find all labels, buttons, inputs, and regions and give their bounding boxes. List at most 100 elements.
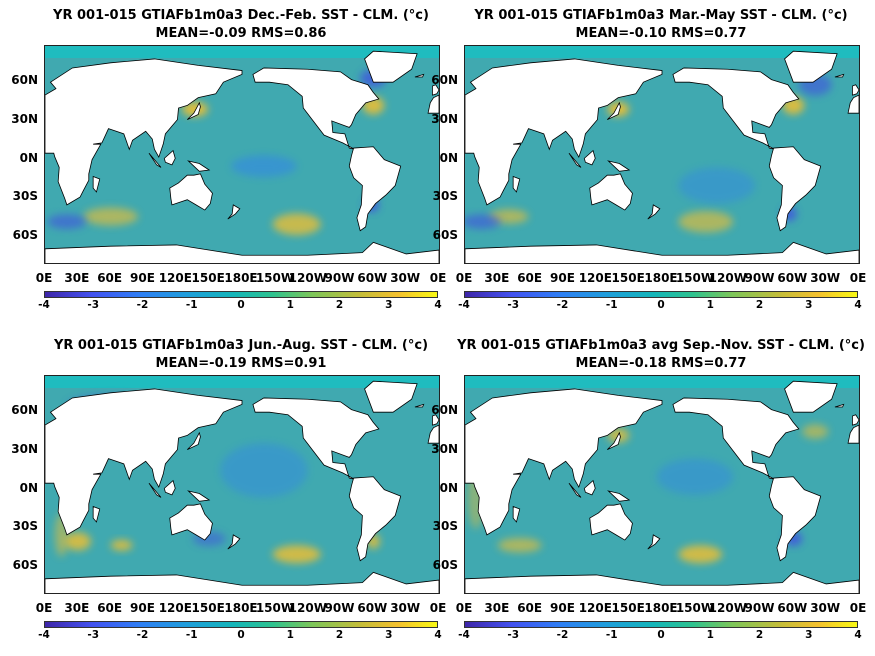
anomaly-blob <box>47 214 87 229</box>
land-mass <box>465 241 859 263</box>
x-tick-label: 90W <box>744 271 775 285</box>
x-tick-label: 150E <box>191 271 225 285</box>
anomaly-blob <box>272 213 321 236</box>
land-mass <box>427 424 439 444</box>
land-mass <box>583 149 596 166</box>
arctic-band <box>465 376 859 388</box>
x-tick-label: 120E <box>578 271 612 285</box>
colorbar-tick-label: -2 <box>556 299 569 311</box>
map-canvas <box>465 46 859 263</box>
x-tick-label: 120E <box>158 271 192 285</box>
land-mass <box>568 152 582 168</box>
land-mass <box>348 476 402 562</box>
colorbar-tick-label: 2 <box>335 629 344 641</box>
land-mass <box>163 149 176 166</box>
x-tick-label: 60E <box>97 271 123 285</box>
colorbar-tick-label: -1 <box>185 299 198 311</box>
x-tick-label: 60W <box>357 271 388 285</box>
chart-subtitle: MEAN=-0.18 RMS=0.77 <box>575 356 747 371</box>
x-tick-label: 90W <box>324 271 355 285</box>
colorbar-tick-label: -4 <box>38 299 50 311</box>
x-tick-label: 30W <box>810 601 841 615</box>
land-mass <box>364 50 418 83</box>
land-mass <box>414 403 425 408</box>
x-tick-label: 60W <box>777 601 808 615</box>
map-canvas <box>45 46 439 263</box>
land-mass <box>607 160 631 172</box>
land-mass <box>589 503 633 541</box>
colorbar-tick-label: 1 <box>706 299 714 311</box>
chart-subtitle: MEAN=-0.10 RMS=0.77 <box>575 26 747 41</box>
y-tick-label: 0N <box>439 480 458 495</box>
land-mass <box>465 58 663 206</box>
land-mass <box>148 482 162 498</box>
x-tick-label: 150W <box>255 271 295 285</box>
colorbar <box>464 621 858 628</box>
anomaly-blob <box>678 545 723 564</box>
map-canvas <box>465 376 859 593</box>
land-mass <box>45 388 243 536</box>
land-mass <box>148 152 162 168</box>
x-tick-label: 90E <box>130 601 155 615</box>
x-tick-label: 0E <box>455 601 473 615</box>
x-tick-label: 30W <box>390 271 421 285</box>
land-mass <box>163 479 176 496</box>
x-tick-label: 120W <box>708 271 747 285</box>
x-tick-label: 180E <box>644 601 678 615</box>
y-tick-label: 30N <box>431 441 458 456</box>
y-tick-label: 60N <box>431 73 458 88</box>
colorbar-tick-label: 1 <box>286 299 294 311</box>
colorbar-tick-label: -4 <box>38 629 50 641</box>
x-tick-label: 120W <box>288 601 327 615</box>
x-tick-label: 30W <box>390 601 421 615</box>
chart-title: YR 001-015 GTIAFb1m0a3 Jun.-Aug. SST - C… <box>53 338 429 353</box>
land-mass <box>589 173 633 211</box>
x-tick-label: 90E <box>550 601 575 615</box>
x-tick-label: 150W <box>675 601 715 615</box>
colorbar-tick-label: -3 <box>87 629 100 641</box>
x-tick-label: 180E <box>644 271 678 285</box>
land-mass <box>672 397 800 480</box>
x-tick-label: 150E <box>191 601 225 615</box>
sst-anomaly-map <box>464 45 860 264</box>
colorbar <box>44 291 438 298</box>
x-tick-label: 0E <box>35 601 53 615</box>
colorbar-tick-label: 2 <box>755 629 764 641</box>
land-mass <box>834 403 845 408</box>
land-mass <box>768 146 822 232</box>
x-tick-label: 30E <box>64 271 90 285</box>
land-mass <box>186 101 201 120</box>
colorbar-tick-label: 1 <box>286 629 294 641</box>
sst-anomaly-map <box>44 375 440 594</box>
colorbar-tick-label: -1 <box>605 299 618 311</box>
y-tick-label: 60S <box>12 558 38 573</box>
colorbar-tick-label: 0 <box>657 629 665 641</box>
x-tick-label: 150W <box>675 271 715 285</box>
colorbar-tick-label: 3 <box>805 299 813 311</box>
colorbar <box>464 291 858 298</box>
land-mass <box>465 571 859 593</box>
land-mass <box>672 67 800 150</box>
land-mass <box>647 204 661 220</box>
land-mass <box>364 380 418 413</box>
colorbar-tick-label: 3 <box>385 299 393 311</box>
x-tick-label: 0E <box>849 601 867 615</box>
anomaly-blob <box>181 102 209 117</box>
land-mass <box>348 146 402 232</box>
anomaly-blob <box>802 424 829 439</box>
land-mass <box>465 388 663 536</box>
x-tick-label: 90W <box>744 601 775 615</box>
x-tick-label: 120E <box>578 601 612 615</box>
land-mass <box>607 490 631 502</box>
arctic-band <box>465 46 859 58</box>
anomaly-blob <box>272 545 321 564</box>
land-mass <box>606 431 621 450</box>
y-tick-label: 0N <box>19 480 38 495</box>
y-tick-label: 0N <box>19 150 38 165</box>
land-mass <box>568 482 582 498</box>
arctic-band <box>45 46 439 58</box>
land-mass <box>647 534 661 550</box>
chart-subtitle: MEAN=-0.19 RMS=0.91 <box>155 356 327 371</box>
x-tick-label: 180E <box>224 271 258 285</box>
x-tick-label: 90E <box>130 271 155 285</box>
